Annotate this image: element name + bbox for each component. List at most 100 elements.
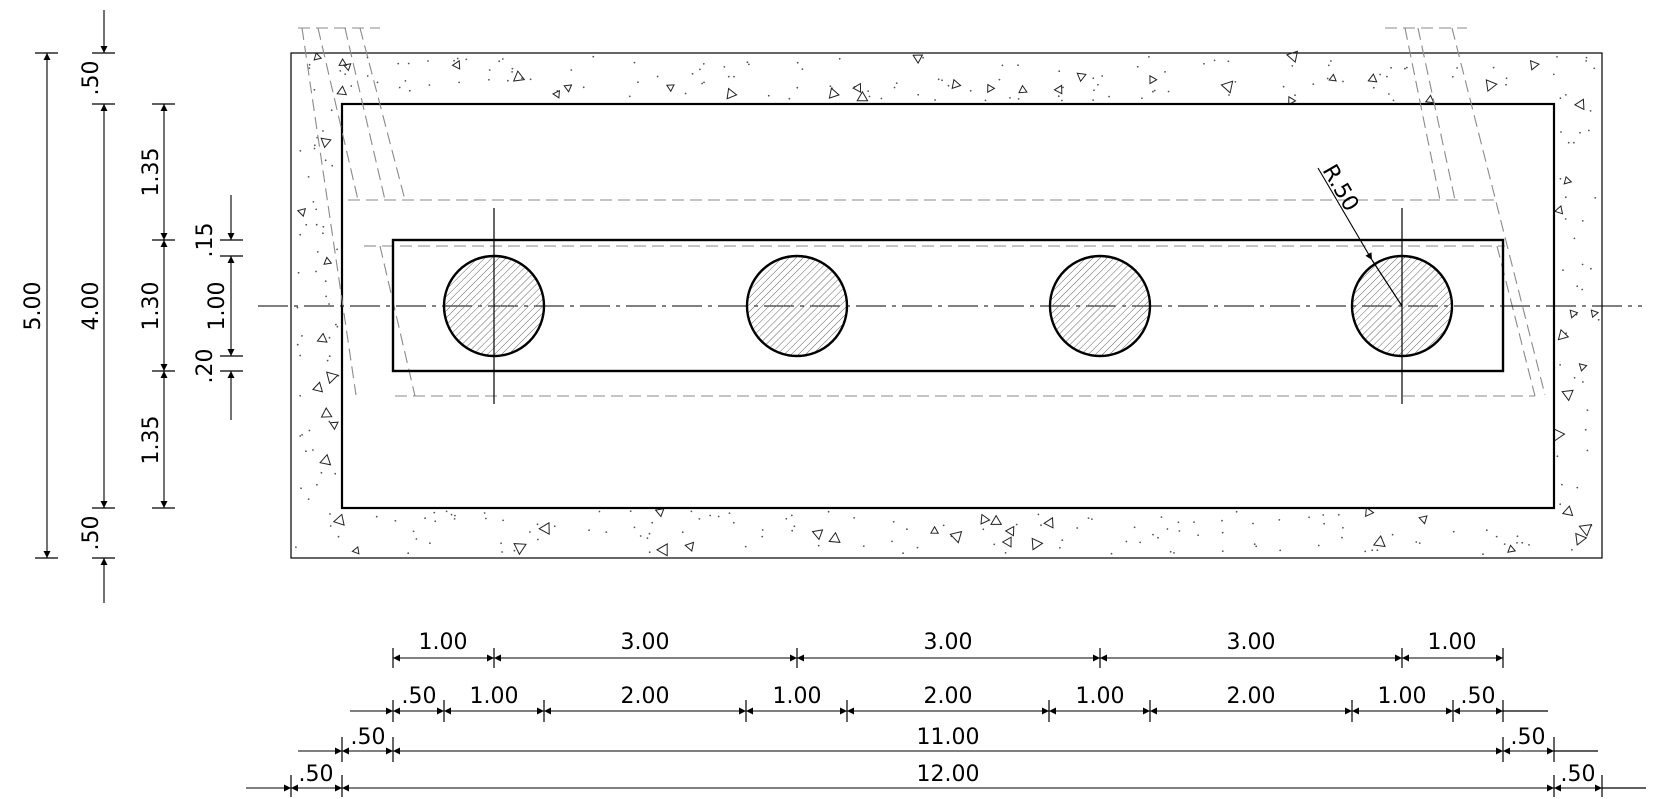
concrete-speck xyxy=(1559,503,1562,506)
dim-r4-a: .50 xyxy=(299,762,334,787)
concrete-speck xyxy=(1485,529,1488,532)
concrete-aggregate xyxy=(1529,59,1540,71)
concrete-speck xyxy=(328,336,331,339)
concrete-speck xyxy=(1139,541,1142,544)
concrete-speck xyxy=(838,57,841,60)
concrete-speck xyxy=(529,531,531,533)
concrete-speck xyxy=(1017,64,1019,67)
concrete-aggregate xyxy=(513,543,527,556)
concrete-aggregate xyxy=(342,63,352,72)
horizontal-dimensions: 1.00 3.00 3.00 3.00 1.00 .50 1.00 2.00 1… xyxy=(246,630,1646,797)
concrete-speck xyxy=(916,546,919,549)
concrete-speck xyxy=(1279,549,1282,552)
concrete-speck xyxy=(592,55,595,58)
dim-r2-f: 1.00 xyxy=(1076,684,1125,709)
concrete-speck xyxy=(299,394,302,397)
concrete-speck xyxy=(1528,544,1530,546)
concrete-speck xyxy=(1317,544,1320,547)
concrete-speck xyxy=(501,551,503,553)
concrete-speck xyxy=(1588,129,1590,132)
concrete-speck xyxy=(785,517,788,520)
concrete-speck xyxy=(1589,110,1592,112)
concrete-speck xyxy=(1593,67,1596,70)
concrete-speck xyxy=(1372,86,1375,89)
concrete-speck xyxy=(485,517,487,520)
concrete-aggregate xyxy=(1563,175,1573,185)
concrete-speck xyxy=(1586,409,1589,412)
concrete-speck xyxy=(1482,553,1484,556)
concrete-speck xyxy=(1581,220,1584,222)
concrete-speck xyxy=(1166,528,1169,530)
concrete-aggregate xyxy=(684,541,695,552)
concrete-aggregate xyxy=(656,543,668,557)
concrete-speck xyxy=(1415,541,1418,543)
concrete-aggregate xyxy=(1485,79,1498,93)
concrete-speck xyxy=(717,515,720,518)
dim-r2-h: 1.00 xyxy=(1378,684,1427,709)
concrete-speck xyxy=(984,99,987,102)
concrete-speck xyxy=(1294,94,1296,97)
concrete-speck xyxy=(1076,527,1079,529)
concrete-speck xyxy=(788,97,791,100)
concrete-aggregate xyxy=(980,513,991,525)
concrete-speck xyxy=(404,80,407,82)
concrete-speck xyxy=(324,159,327,162)
concrete-speck xyxy=(376,81,379,84)
concrete-aggregate xyxy=(552,89,560,99)
concrete-aggregate xyxy=(811,529,824,541)
concrete-speck xyxy=(308,63,311,66)
concrete-speck xyxy=(1040,524,1042,527)
concrete-speck xyxy=(313,88,316,91)
concrete-speck xyxy=(1009,97,1011,99)
concrete-speck xyxy=(1327,64,1330,67)
concrete-speck xyxy=(605,531,608,533)
concrete-speck xyxy=(498,60,501,63)
concrete-speck xyxy=(1058,70,1061,73)
concrete-aggregate xyxy=(726,87,738,100)
concrete-speck xyxy=(1157,536,1159,539)
concrete-speck xyxy=(336,325,339,328)
concrete-speck xyxy=(1392,99,1395,102)
concrete-speck xyxy=(1221,550,1224,552)
vertical-dimensions: 5.00 .50 4.00 .50 1.35 1.30 1.35 .15 1.0… xyxy=(21,10,243,603)
concrete-aggregate xyxy=(1285,50,1299,64)
concrete-speck xyxy=(1337,513,1340,516)
concrete-speck xyxy=(732,521,735,524)
concrete-speck xyxy=(344,73,347,75)
concrete-speck xyxy=(1213,59,1216,62)
concrete-speck xyxy=(339,70,342,72)
dim-r2-g: 2.00 xyxy=(1227,684,1276,709)
concrete-speck xyxy=(1323,522,1325,525)
concrete-speck xyxy=(942,524,945,527)
concrete-speck xyxy=(1505,77,1508,80)
concrete-speck xyxy=(656,75,659,78)
concrete-aggregate xyxy=(828,531,841,543)
concrete-speck xyxy=(1556,56,1558,58)
concrete-speck xyxy=(1562,269,1564,272)
concrete-speck xyxy=(1193,521,1195,523)
concrete-speck xyxy=(1141,97,1143,100)
concrete-speck xyxy=(1110,552,1113,555)
concrete-speck xyxy=(366,75,369,77)
concrete-aggregate xyxy=(1575,532,1588,546)
concrete-speck xyxy=(1061,539,1064,542)
concrete-speck xyxy=(1364,550,1367,553)
concrete-speck xyxy=(300,487,302,490)
concrete-aggregate xyxy=(323,256,333,265)
concrete-speck xyxy=(324,280,327,283)
concrete-speck xyxy=(328,355,331,358)
concrete-aggregate xyxy=(930,525,940,534)
concrete-speck xyxy=(651,521,654,524)
concrete-speck xyxy=(1087,517,1090,519)
concrete-speck xyxy=(637,81,639,84)
concrete-speck xyxy=(993,543,996,546)
pipe-3 xyxy=(1048,254,1152,358)
concrete-speck xyxy=(1561,483,1563,486)
concrete-speck xyxy=(1391,533,1394,536)
concrete-speck xyxy=(511,67,514,70)
concrete-speck xyxy=(1037,513,1040,516)
concrete-aggregate xyxy=(1372,535,1386,548)
concrete-speck xyxy=(895,82,898,84)
concrete-speck xyxy=(299,435,302,437)
concrete-speck xyxy=(308,429,311,432)
